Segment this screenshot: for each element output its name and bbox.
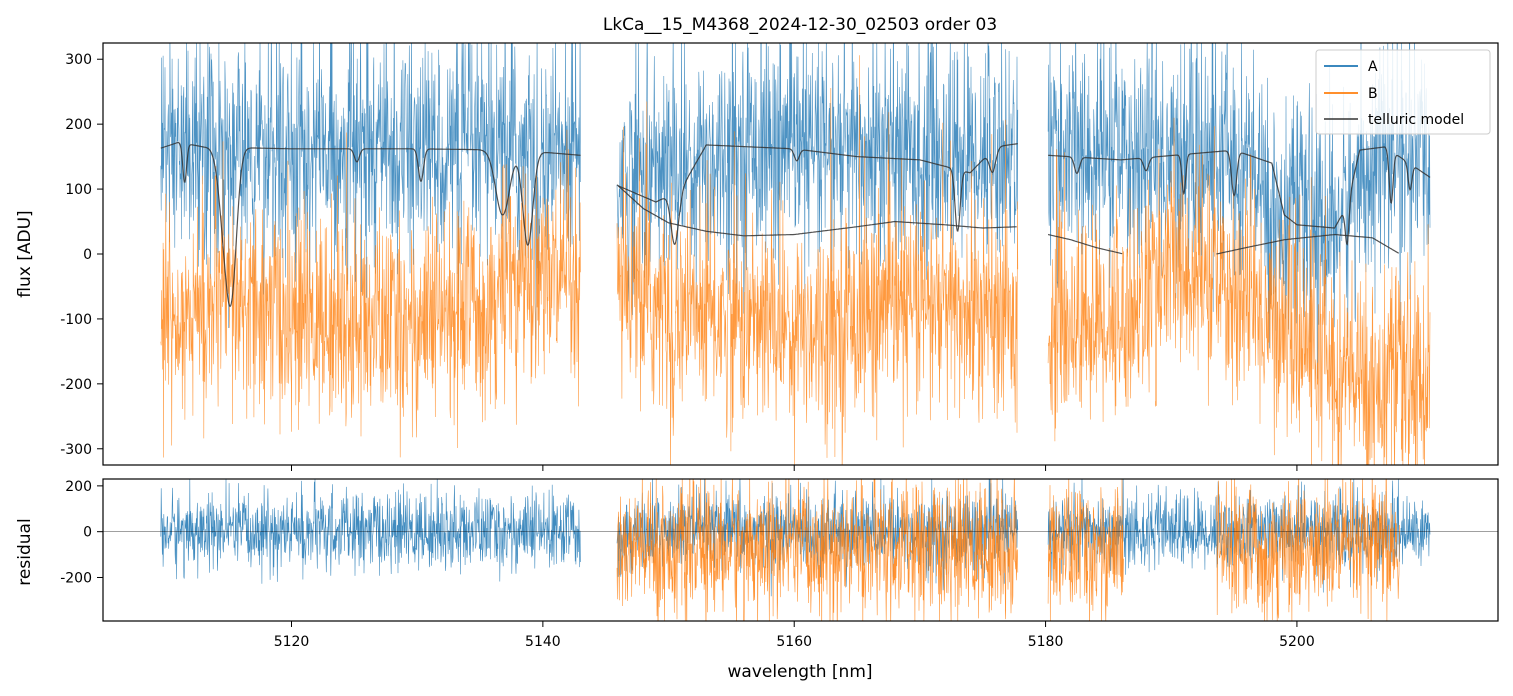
flux-ytick-label: -300	[60, 442, 92, 458]
residual-ytick-label: -200	[60, 570, 92, 586]
flux-ytick-label: 100	[65, 182, 92, 198]
residual-b-line	[616, 479, 1400, 621]
x-axis-label: wavelength [nm]	[727, 662, 872, 682]
flux-ytick-label: -100	[60, 312, 92, 328]
residual-panel: -200 0 200 5120 5140 5160 5180 5200 residual w…	[15, 478, 1499, 682]
residual-xtick-label: 5160	[776, 634, 812, 650]
residual-ytick-label: 0	[83, 525, 92, 541]
flux-ytick-label: 0	[83, 247, 92, 263]
legend-box	[1315, 49, 1491, 135]
residual-ytick-label: 200	[65, 479, 92, 495]
flux-ytick-label: 300	[65, 52, 92, 68]
telluric-model-line	[160, 141, 1431, 308]
telluric-model-lower-2	[1216, 233, 1400, 255]
flux-ytick-label: -200	[60, 377, 92, 393]
flux-ytick-label: 200	[65, 117, 92, 133]
residual-xtick-label: 5140	[525, 634, 561, 650]
residual-ylabel: residual	[15, 518, 35, 585]
flux-panel: -300 -200 -100 0 100 200 300 flux [ADU]	[15, 42, 1499, 471]
chart-title: LkCa__15_M4368_2024-12-30_02503 order 03	[603, 15, 997, 35]
residual-xtick-label: 5120	[274, 634, 310, 650]
legend-label-b: B	[1368, 86, 1378, 102]
telluric-model-lower-1	[1047, 233, 1123, 255]
legend: A B telluric model	[1315, 49, 1491, 135]
legend-label-telluric: telluric model	[1368, 112, 1464, 128]
residual-axes-frame	[102, 478, 1499, 622]
series-b-line	[160, 55, 1431, 465]
residual-xtick-label: 5200	[1279, 634, 1315, 650]
telluric-model-lower-0	[617, 185, 1017, 237]
flux-ylabel: flux [ADU]	[15, 210, 35, 297]
legend-label-a: A	[1368, 59, 1378, 75]
residual-xtick-label: 5180	[1028, 634, 1064, 650]
